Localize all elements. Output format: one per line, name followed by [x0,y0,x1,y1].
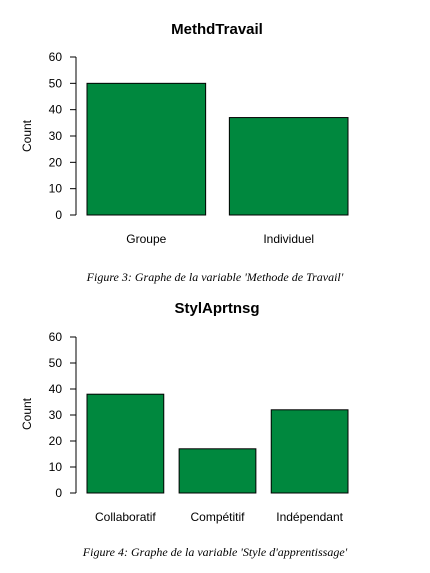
y-tick-label: 40 [49,382,63,396]
category-label: Indépendant [276,510,343,524]
y-tick-label: 60 [49,50,63,64]
bar-indépendant [270,409,349,494]
category-labels: Collaboratif Compétitif Indépendant [95,510,344,524]
chart-methode-travail: MethdTravail Count 0 10 20 30 40 50 60 Groupe I… [20,21,349,246]
bar-groupe [86,82,207,216]
category-label: Groupe [126,232,166,246]
y-tick-label: 30 [49,129,63,143]
bars [86,393,349,494]
category-labels: Groupe Individuel [126,232,314,246]
bar-compétitif [178,448,257,494]
y-tick-label: 20 [49,434,63,448]
y-tick-label: 10 [49,460,63,474]
y-axis: 0 10 20 30 40 50 60 [49,50,77,222]
y-axis-label: Count [20,119,34,152]
chart-style-apprentissage: StylAprtnsg Count 0 10 20 30 40 50 60 Collabor… [20,300,349,524]
figure-caption-3: Figure 3: Graphe de la variable 'Methode… [86,270,344,284]
bar-collaboratif [86,393,165,494]
chart-title: MethdTravail [171,21,263,38]
chart-title: StylAprtnsg [174,300,259,317]
bars [86,82,349,216]
y-tick-label: 0 [55,208,62,222]
category-label: Collaboratif [95,510,156,524]
y-tick-label: 0 [55,486,62,500]
bar-individuel [228,117,349,216]
y-tick-label: 60 [49,330,63,344]
y-tick-label: 20 [49,155,63,169]
category-label: Compétitif [190,510,245,524]
figure-caption-4: Figure 4: Graphe de la variable 'Style d… [82,545,348,559]
y-tick-label: 50 [49,356,63,370]
y-tick-label: 40 [49,103,63,117]
y-axis-label: Count [20,397,34,430]
y-axis: 0 10 20 30 40 50 60 [49,330,77,500]
category-label: Individuel [263,232,314,246]
y-tick-label: 10 [49,182,63,196]
y-tick-label: 30 [49,408,63,422]
y-tick-label: 50 [49,76,63,90]
